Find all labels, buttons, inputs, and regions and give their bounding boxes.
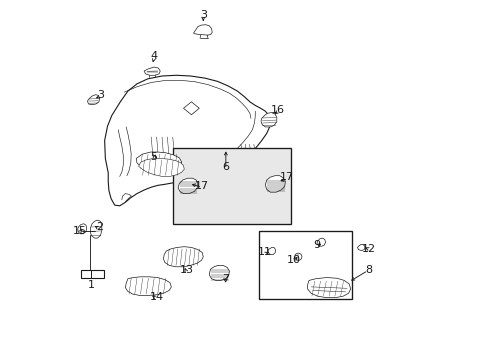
Text: 9: 9 <box>313 240 320 250</box>
Text: 6: 6 <box>222 162 229 172</box>
Polygon shape <box>307 278 350 298</box>
Text: 4: 4 <box>150 51 157 61</box>
Text: 10: 10 <box>286 255 301 265</box>
Text: 5: 5 <box>150 152 157 162</box>
Text: 11: 11 <box>258 247 272 257</box>
Polygon shape <box>267 247 275 255</box>
Polygon shape <box>193 25 212 35</box>
Polygon shape <box>125 277 171 296</box>
Text: 3: 3 <box>97 90 103 100</box>
Polygon shape <box>265 176 285 192</box>
Polygon shape <box>163 247 203 267</box>
Bar <box>173 148 290 224</box>
Polygon shape <box>90 220 102 238</box>
Text: 8: 8 <box>365 265 372 275</box>
Text: 2: 2 <box>96 222 102 232</box>
Polygon shape <box>104 75 270 206</box>
Text: 17: 17 <box>195 181 209 191</box>
Text: 16: 16 <box>270 105 284 116</box>
Text: 3: 3 <box>200 10 206 20</box>
Text: 14: 14 <box>149 292 163 302</box>
Polygon shape <box>316 238 325 246</box>
Text: 13: 13 <box>179 265 193 275</box>
Polygon shape <box>261 113 276 127</box>
Polygon shape <box>81 270 104 278</box>
Polygon shape <box>139 158 184 176</box>
Text: 1: 1 <box>87 280 94 290</box>
Polygon shape <box>144 67 160 75</box>
Polygon shape <box>87 95 100 105</box>
Text: 7: 7 <box>222 274 229 284</box>
Text: 15: 15 <box>72 226 86 236</box>
Polygon shape <box>178 178 198 194</box>
Text: 12: 12 <box>362 244 376 254</box>
Polygon shape <box>78 224 86 234</box>
Text: 17: 17 <box>279 172 293 182</box>
Polygon shape <box>209 265 229 280</box>
Polygon shape <box>357 244 364 251</box>
Circle shape <box>294 253 301 260</box>
Bar <box>258 231 351 299</box>
Polygon shape <box>183 102 199 115</box>
Polygon shape <box>136 152 182 170</box>
